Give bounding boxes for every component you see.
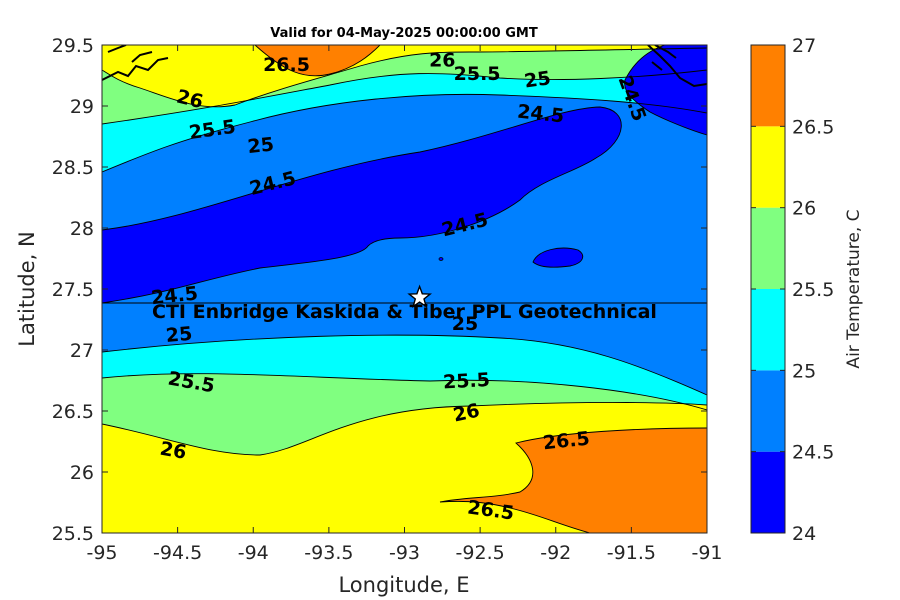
x-tick-label: -91 bbox=[691, 542, 722, 564]
x-tick-label: -95 bbox=[86, 542, 117, 564]
contour-24.5-northeast bbox=[624, 45, 707, 136]
y-axis-label: Latitude, N bbox=[15, 231, 39, 347]
colorbar-ticks: 24 24.5 25 25.5 26 26.5 27 bbox=[751, 35, 834, 545]
x-axis-label: Longitude, E bbox=[338, 573, 469, 597]
band-24-24.5-central bbox=[102, 107, 622, 303]
colorbar-tick-label: 25 bbox=[792, 360, 816, 382]
x-tick-label: -94.5 bbox=[153, 542, 202, 564]
small-contour-blob bbox=[438, 257, 444, 261]
contour-25.5-south bbox=[102, 373, 707, 411]
colorbar-tick-label: 25.5 bbox=[792, 279, 834, 301]
y-tick-label: 26.5 bbox=[52, 401, 94, 423]
colorbar-tick-label: 24 bbox=[792, 523, 816, 545]
colorbar-segment bbox=[751, 289, 785, 371]
contour-label: 26 bbox=[451, 399, 481, 426]
contour-26.5-north bbox=[254, 45, 381, 77]
contour-26-south bbox=[102, 402, 707, 456]
colorbar-segment bbox=[751, 126, 785, 208]
contour-24.5-central bbox=[102, 106, 622, 304]
site-label: CTI Enbridge Kaskida & Tiber PPL Geotech… bbox=[152, 301, 657, 323]
band-24-24.5-northeast bbox=[624, 45, 707, 135]
colorbar-segment bbox=[751, 207, 785, 289]
contour-label: 25 bbox=[165, 323, 193, 347]
coastline bbox=[102, 45, 707, 88]
x-tick-label: -93.5 bbox=[304, 542, 353, 564]
contour-label: 26.5 bbox=[263, 54, 310, 76]
x-tick-label: -92.5 bbox=[456, 542, 505, 564]
star-icon bbox=[407, 284, 432, 309]
y-tick-label: 25.5 bbox=[52, 523, 94, 545]
y-tick-label: 27.5 bbox=[52, 279, 94, 301]
contour-label: 26 bbox=[429, 49, 455, 71]
contour-25-south bbox=[102, 334, 707, 396]
y-tick-label: 29.5 bbox=[52, 35, 94, 57]
site-marker: CTI Enbridge Kaskida & Tiber PPL Geotech… bbox=[152, 284, 657, 323]
contour-label: 25 bbox=[452, 313, 478, 335]
contour-label: 25 bbox=[523, 67, 552, 92]
x-axis-ticks: -95 -94.5 -94 -93.5 -93 -92.5 -92 -91.5 -91 bbox=[86, 45, 723, 564]
y-tick-label: 29 bbox=[70, 96, 94, 118]
colorbar-segment bbox=[751, 370, 785, 452]
contour-label: 24.5 bbox=[150, 282, 199, 309]
contour-25-north bbox=[102, 93, 707, 173]
contour-label: 26.5 bbox=[542, 428, 591, 455]
y-tick-label: 26 bbox=[70, 462, 94, 484]
x-tick-label: -92 bbox=[540, 542, 571, 564]
y-tick-label: 28 bbox=[70, 218, 94, 240]
map-title: Valid for 04-May-2025 00:00:00 GMT bbox=[270, 26, 538, 41]
colorbar-label: Air Temperature, C bbox=[844, 209, 864, 368]
contour-label: 25.5 bbox=[442, 369, 490, 393]
x-tick-label: -94 bbox=[238, 542, 269, 564]
contour-label: 24.5 bbox=[516, 101, 565, 128]
contour-26-north bbox=[102, 47, 707, 108]
contour-25.5-north bbox=[102, 69, 707, 125]
colorbar bbox=[751, 45, 785, 533]
colorbar-tick-label: 26 bbox=[792, 198, 816, 220]
band-26.5-27-south bbox=[440, 428, 707, 533]
colorbar-tick-label: 27 bbox=[792, 35, 816, 57]
colorbar-tick-label: 26.5 bbox=[792, 116, 834, 138]
colorbar-segment bbox=[751, 451, 785, 533]
y-tick-label: 27 bbox=[70, 340, 94, 362]
contour-label: 25.5 bbox=[454, 63, 501, 85]
temperature-field bbox=[102, 45, 707, 533]
colorbar-tick-label: 24.5 bbox=[792, 442, 834, 464]
contour-26.5-south bbox=[439, 427, 707, 533]
x-tick-label: -91.5 bbox=[607, 542, 656, 564]
y-tick-label: 28.5 bbox=[52, 157, 94, 179]
band-26.5-27-north bbox=[255, 45, 380, 76]
x-tick-label: -93 bbox=[389, 542, 420, 564]
band-24-24.5-cell bbox=[532, 247, 584, 268]
colorbar-segment bbox=[751, 45, 785, 127]
contour-label: 25 bbox=[246, 133, 275, 158]
contour-label: 26 bbox=[158, 438, 188, 464]
band-26-26.5-north bbox=[102, 45, 707, 107]
